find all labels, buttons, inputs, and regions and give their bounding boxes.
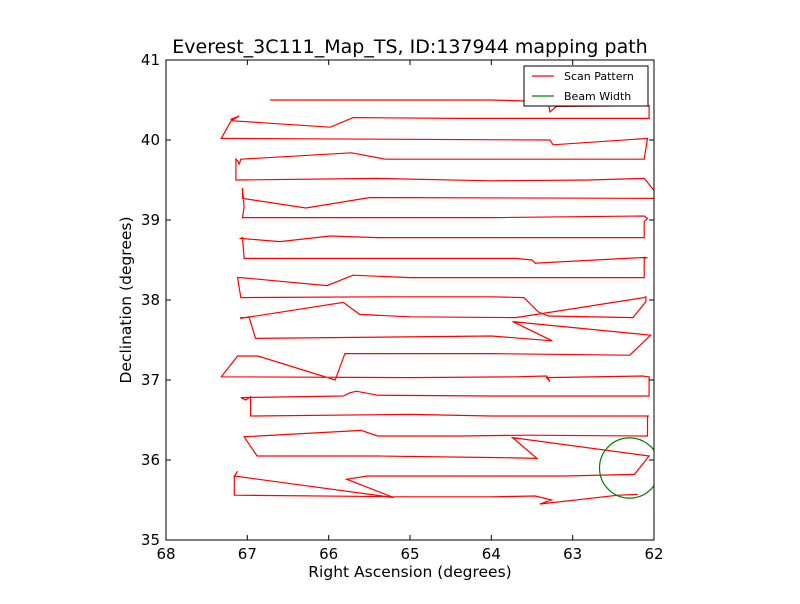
y-tick-label: 35 (141, 531, 160, 549)
axis-ticks: 68 67 66 65 64 63 62 35 36 37 38 39 40 41 (141, 51, 664, 563)
y-tick-label: 41 (141, 51, 160, 69)
scan-pattern-line (220, 99, 654, 505)
plot-area (220, 99, 654, 505)
x-tick-label: 63 (563, 545, 582, 563)
y-axis-label: Declination (degrees) (117, 216, 135, 383)
chart-title: Everest_3C111_Map_TS, ID:137944 mapping … (172, 36, 647, 58)
legend: Scan Pattern Beam Width (523, 65, 649, 107)
x-tick-label: 66 (319, 545, 338, 563)
x-axis-label: Right Ascension (degrees) (308, 563, 511, 581)
y-tick-label: 38 (141, 291, 160, 309)
x-tick-label: 67 (238, 545, 257, 563)
x-tick-label: 62 (644, 545, 663, 563)
x-tick-label: 65 (400, 545, 419, 563)
legend-box (523, 65, 649, 107)
legend-label-beam: Beam Width (564, 90, 631, 103)
legend-label-scan: Scan Pattern (564, 70, 634, 83)
x-tick-label: 68 (156, 545, 175, 563)
y-tick-label: 39 (141, 211, 160, 229)
y-tick-label: 36 (141, 451, 160, 469)
beam-width-circle (598, 437, 654, 499)
y-tick-label: 37 (141, 371, 160, 389)
x-tick-label: 64 (482, 545, 501, 563)
y-tick-label: 40 (141, 131, 160, 149)
